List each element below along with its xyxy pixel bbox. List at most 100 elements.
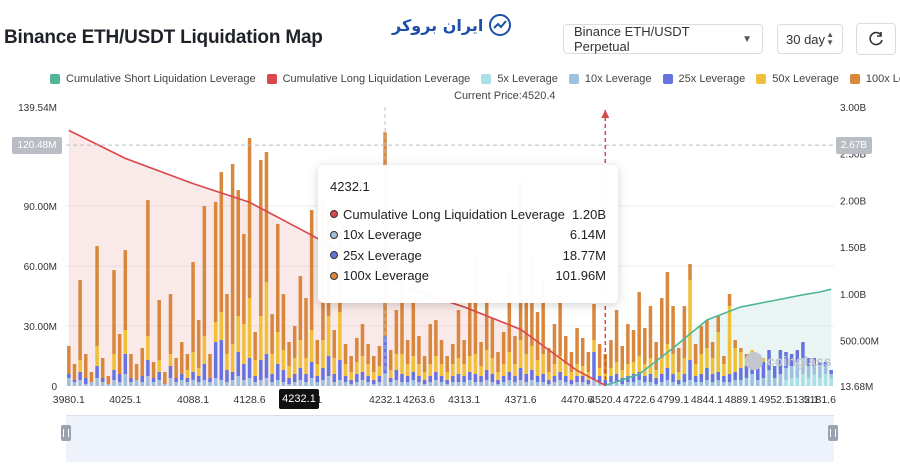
bar-10x xyxy=(366,382,370,386)
bar-100x xyxy=(609,340,613,369)
bar-25x xyxy=(270,374,274,383)
zoom-slider-track[interactable] xyxy=(66,415,834,462)
trend-icon xyxy=(489,14,512,36)
bar-10x xyxy=(513,382,517,386)
bar-25x xyxy=(829,370,833,375)
bar-50x xyxy=(230,344,235,373)
bar-25x xyxy=(654,378,658,385)
bar-10x xyxy=(321,380,325,386)
y-right-tick-label: 500.00M xyxy=(840,337,879,348)
period-select[interactable]: 30 day ▲ ▼ xyxy=(777,24,843,54)
legend-item[interactable]: 100x Leverage xyxy=(849,73,900,85)
bar-10x xyxy=(795,362,800,379)
bar-100x xyxy=(484,298,489,351)
bar-100x xyxy=(535,312,540,361)
bar-50x xyxy=(259,316,263,361)
bar-25x xyxy=(151,378,156,383)
bar-50x xyxy=(445,372,449,381)
bar-50x xyxy=(270,354,274,375)
bar-100x xyxy=(564,336,568,365)
pair-select[interactable]: Binance ETH/USDT Perpetual ▼ xyxy=(563,24,763,54)
bar-5x xyxy=(812,374,816,386)
bar-25x xyxy=(405,376,410,383)
bar-25x xyxy=(795,350,800,363)
bar-100x xyxy=(219,172,224,313)
bar-50x xyxy=(654,370,658,379)
bar-100x xyxy=(180,342,184,375)
bar-10x xyxy=(196,382,201,386)
legend-item[interactable]: 5x Leverage xyxy=(481,73,558,85)
bar-10x xyxy=(733,380,737,386)
tooltip-dot xyxy=(330,210,338,219)
bar-100x xyxy=(146,200,150,337)
bar-10x xyxy=(434,380,438,386)
legend-item[interactable]: 25x Leverage xyxy=(662,73,745,85)
bar-25x xyxy=(682,374,687,383)
bar-25x xyxy=(693,376,698,383)
bar-100x xyxy=(400,274,404,355)
bar-100x xyxy=(643,328,647,365)
bar-25x xyxy=(676,380,681,385)
bar-10x xyxy=(225,382,229,386)
x-tick-label: 5132.1 xyxy=(787,394,819,406)
y-left-tick-label: 30.00M xyxy=(24,322,57,333)
bar-50x xyxy=(309,330,314,363)
bar-100x xyxy=(225,294,229,355)
bar-50x xyxy=(451,364,455,377)
bar-25x xyxy=(586,380,591,385)
bar-100x xyxy=(722,356,726,365)
bar-50x xyxy=(287,366,291,379)
y-left-tick-label: 60.00M xyxy=(24,262,57,273)
coinglass-logo-icon xyxy=(745,352,763,370)
tooltip-label: 10x Leverage xyxy=(343,227,422,243)
bar-25x xyxy=(722,376,726,383)
bar-50x xyxy=(146,336,150,361)
bar-10x xyxy=(541,382,545,386)
bar-100x xyxy=(163,372,167,385)
bar-50x xyxy=(693,364,698,377)
bar-50x xyxy=(558,356,562,373)
bar-100x xyxy=(292,326,297,359)
bar-50x xyxy=(614,362,619,375)
bar-25x xyxy=(355,374,359,383)
legend-item[interactable]: Cumulative Short Liquidation Leverage xyxy=(50,73,256,85)
bar-25x xyxy=(72,380,77,383)
bar-100x xyxy=(693,344,698,365)
bar-10x xyxy=(597,382,602,386)
bar-100x xyxy=(106,376,111,385)
zoom-slider-left-handle[interactable] xyxy=(61,425,71,441)
legend-item[interactable]: Cumulative Long Liquidation Leverage xyxy=(266,73,470,85)
bar-100x xyxy=(343,344,348,365)
bar-50x xyxy=(191,352,195,373)
tooltip-value: 18.77M xyxy=(562,247,606,263)
bar-5x xyxy=(806,378,811,386)
bar-25x xyxy=(394,370,399,381)
x-tick-label: 4263.6 xyxy=(403,394,435,406)
bar-100x xyxy=(100,358,105,379)
bar-10x xyxy=(535,382,540,386)
bar-25x xyxy=(552,376,557,383)
bar-100x xyxy=(242,234,246,325)
zoom-slider-right-handle[interactable] xyxy=(828,425,838,441)
bar-50x xyxy=(78,360,82,373)
x-tick-label: 4470.6 xyxy=(561,394,593,406)
bar-100x xyxy=(524,294,528,355)
bar-25x xyxy=(281,370,286,383)
bar-100x xyxy=(315,340,320,365)
legend-item[interactable]: 10x Leverage xyxy=(568,73,652,85)
bar-100x xyxy=(281,294,286,351)
bar-50x xyxy=(473,354,478,375)
bar-10x xyxy=(665,380,670,386)
bar-25x xyxy=(660,374,664,383)
bar-25x xyxy=(445,380,449,385)
y-left-tick-label: 90.00M xyxy=(24,202,57,213)
period-select-value: 30 day xyxy=(786,31,826,47)
bar-25x xyxy=(213,342,218,379)
refresh-button[interactable] xyxy=(856,23,896,55)
bar-25x xyxy=(180,374,184,381)
bar-25x xyxy=(626,376,630,383)
bar-10x xyxy=(693,382,698,386)
bar-25x xyxy=(484,370,489,381)
legend-item[interactable]: 50x Leverage xyxy=(756,73,839,85)
bar-10x xyxy=(439,382,444,386)
